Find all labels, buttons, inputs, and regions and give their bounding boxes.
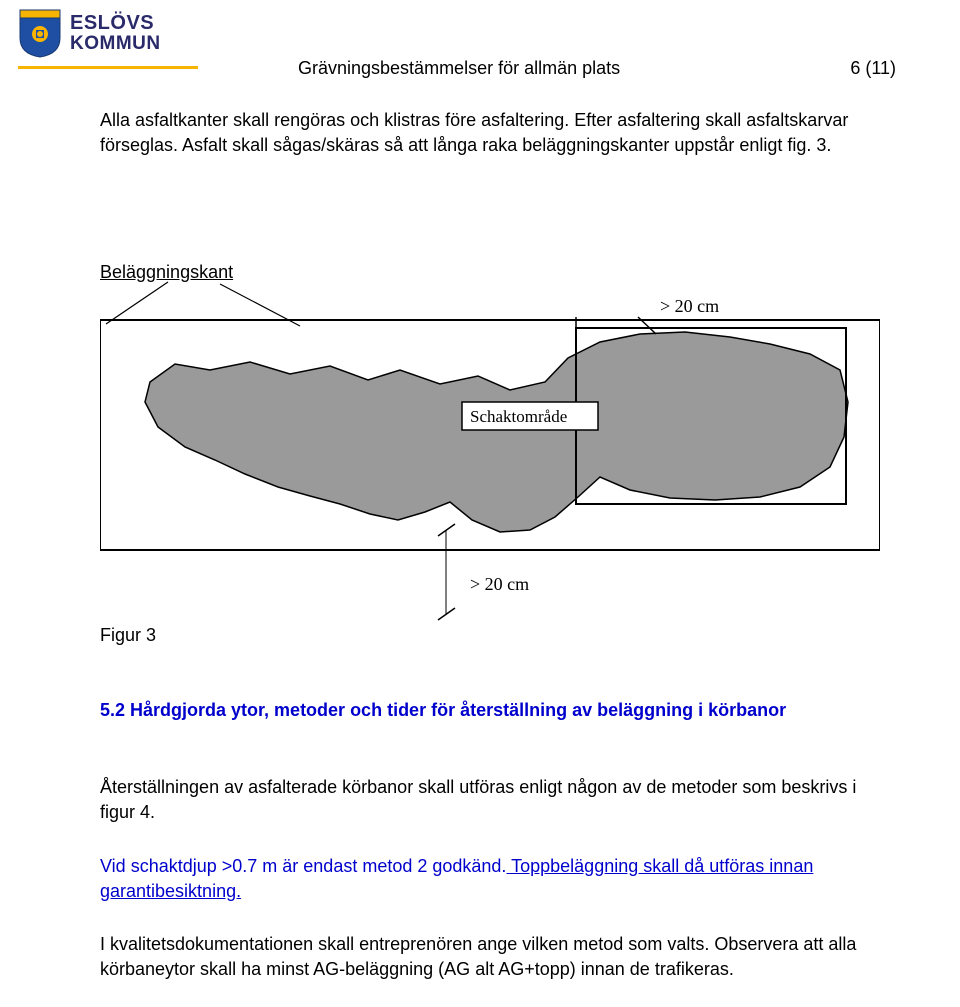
document-title: Grävningsbestämmelser för allmän plats: [298, 58, 620, 79]
logo: ESLÖVS KOMMUN: [18, 8, 161, 58]
page-number: 6 (11): [850, 58, 896, 79]
logo-line1: ESLÖVS: [70, 13, 161, 34]
paragraph-4: I kvalitetsdokumentationen skall entrepr…: [100, 932, 880, 982]
logo-text: ESLÖVS KOMMUN: [70, 13, 161, 54]
bottom-measure-text: > 20 cm: [470, 574, 529, 594]
page: ESLÖVS KOMMUN Grävningsbestämmelser för …: [0, 0, 960, 1007]
paragraph-2: Återställningen av asfalterade körbanor …: [100, 775, 880, 825]
figure-3-label: Figur 3: [100, 625, 156, 646]
schakt-diagram: > 20 cm Schaktområde > 20 cm: [100, 262, 880, 662]
paragraph-3a: Vid schaktdjup >0.7 m är endast metod 2 …: [100, 856, 506, 876]
logo-line2: KOMMUN: [70, 34, 161, 54]
logo-underline: [18, 66, 198, 69]
shield-icon: [18, 8, 62, 58]
paragraph-1: Alla asfaltkanter skall rengöras och kli…: [100, 108, 880, 158]
top-measure-text: > 20 cm: [660, 296, 719, 316]
schaktomrade-text: Schaktområde: [470, 407, 567, 426]
section-5-2-heading: 5.2 Hårdgjorda ytor, metoder och tider f…: [100, 698, 880, 722]
paragraph-3: Vid schaktdjup >0.7 m är endast metod 2 …: [100, 854, 880, 904]
